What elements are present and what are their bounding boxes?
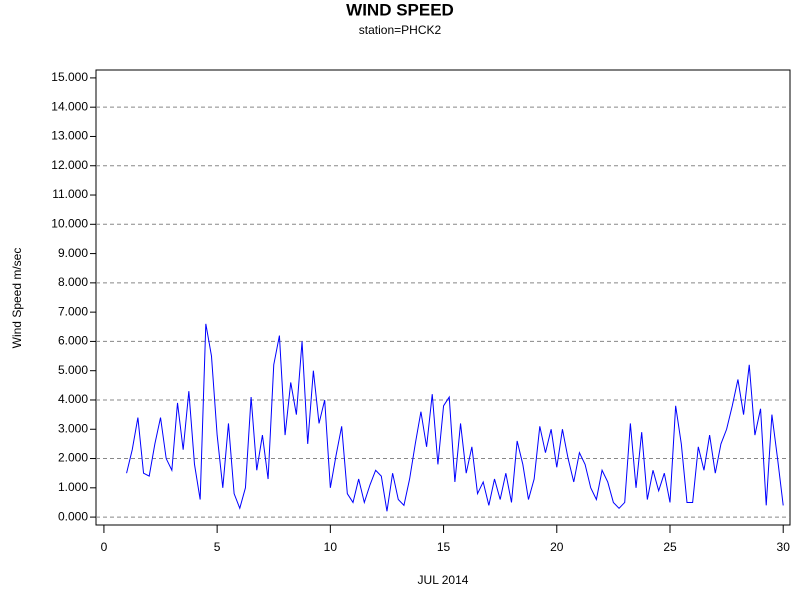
y-tick-label: 6.000 bbox=[58, 334, 88, 348]
plot-frame bbox=[95, 69, 791, 526]
y-tick-label: 11.000 bbox=[52, 187, 88, 201]
x-tick-label: 20 bbox=[550, 540, 564, 554]
x-tick-label: 0 bbox=[101, 540, 108, 554]
x-tick-label: 25 bbox=[663, 540, 677, 554]
y-tick-label: 13.000 bbox=[51, 129, 88, 143]
y-tick-label: 8.000 bbox=[58, 275, 88, 289]
y-tick-label: 9.000 bbox=[58, 246, 88, 260]
y-tick-label: 12.000 bbox=[51, 158, 88, 172]
y-tick-label: 2.000 bbox=[58, 451, 88, 465]
x-tick-label: 5 bbox=[214, 540, 221, 554]
y-tick-label: 5.000 bbox=[58, 363, 88, 377]
y-tick-label: 7.000 bbox=[58, 304, 88, 318]
y-tick-label: 0.000 bbox=[58, 509, 88, 523]
y-tick-label: 15.000 bbox=[51, 70, 88, 84]
chart-subtitle: station=PHCK2 bbox=[359, 23, 442, 37]
x-tick-label: 10 bbox=[324, 540, 338, 554]
y-tick-label: 4.000 bbox=[58, 392, 88, 406]
x-tick-label: 30 bbox=[777, 540, 791, 554]
x-tick-label: 15 bbox=[437, 540, 451, 554]
y-tick-label: 1.000 bbox=[58, 480, 88, 494]
data-line bbox=[126, 323, 784, 512]
y-axis-label: Wind Speed m/sec bbox=[10, 248, 24, 349]
x-axis-label: JUL 2014 bbox=[418, 573, 469, 587]
chart-title: WIND SPEED bbox=[346, 0, 454, 19]
y-tick-label: 3.000 bbox=[58, 421, 88, 435]
y-tick-label: 10.000 bbox=[51, 216, 88, 230]
y-tick-label: 14.000 bbox=[51, 99, 88, 113]
